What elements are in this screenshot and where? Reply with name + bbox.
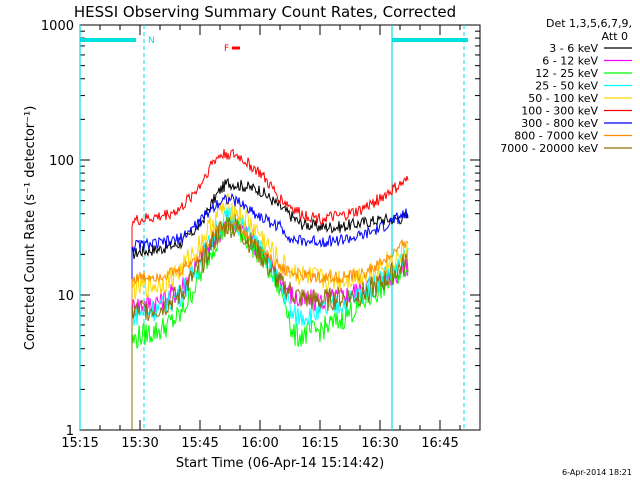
series-line (131, 192, 409, 430)
legend-label: 300 - 800 keV (521, 117, 598, 130)
legend-title: Det 1,3,5,6,7,9, (546, 17, 632, 30)
series-line (131, 217, 409, 430)
series-line (131, 193, 409, 430)
x-tick-label: 16:45 (421, 436, 458, 451)
x-tick-label: 16:00 (241, 436, 278, 451)
plot-area: 1 10 100 1000 15:15 15:30 15:45 16:00 16:15 16:30… (41, 19, 481, 451)
series-line (131, 207, 409, 430)
legend-label: 7000 - 20000 keV (500, 142, 598, 155)
y-tick-label: 100 (49, 154, 74, 169)
legend-label: 25 - 50 keV (535, 80, 598, 93)
series-line (131, 148, 409, 430)
plot-frame (79, 24, 481, 431)
x-tick-label: 15:30 (121, 436, 158, 451)
legend-label: 12 - 25 keV (535, 67, 598, 80)
series-line (131, 214, 409, 430)
y-tick-label: 1000 (41, 19, 74, 34)
x-tick-label: 16:15 (301, 436, 338, 451)
series-line (131, 220, 409, 430)
flare-flag-label: F (224, 44, 229, 54)
legend-label: 800 - 7000 keV (514, 130, 598, 143)
x-axis-label: Start Time (06-Apr-14 15:14:42) (176, 456, 384, 471)
y-tick-label: 1 (66, 424, 74, 439)
night-flag-label: N (148, 36, 155, 46)
legend-label: 6 - 12 keV (542, 55, 598, 68)
y-tick-label: 10 (57, 289, 74, 304)
x-tick-label: 16:30 (361, 436, 398, 451)
chart-title: HESSI Observing Summary Count Rates, Cor… (74, 3, 456, 21)
series-line (131, 177, 409, 430)
footer-timestamp: 6-Apr-2014 18:21 (562, 468, 632, 477)
x-tick-label: 15:45 (181, 436, 218, 451)
legend-subtitle: Att 0 (602, 30, 628, 43)
legend-label: 50 - 100 keV (528, 92, 598, 105)
legend-label: 3 - 6 keV (549, 42, 598, 55)
x-tick-label: 15:15 (61, 436, 98, 451)
y-axis-label: Corrected Count Rate (s⁻¹ detector⁻¹) (23, 106, 38, 351)
legend-label: 100 - 300 keV (521, 105, 598, 118)
